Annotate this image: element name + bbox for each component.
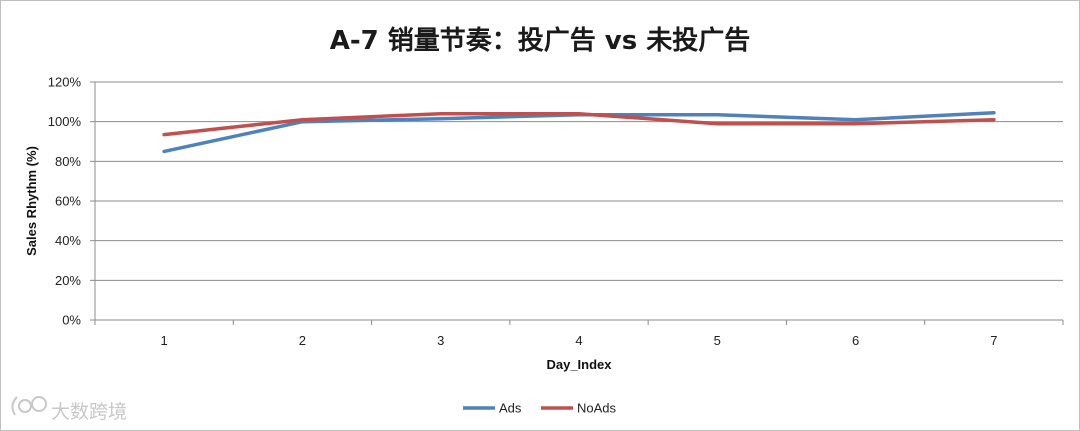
- y-tick-label: 80%: [55, 154, 81, 169]
- y-tick-label: 20%: [55, 273, 81, 288]
- x-tick-label: 3: [437, 333, 444, 348]
- x-tick-label: 6: [852, 333, 859, 348]
- gridlines: [95, 81, 1063, 321]
- x-tick-label: 4: [575, 333, 582, 348]
- legend-label-ads: Ads: [499, 401, 522, 416]
- axes: 0% 20% 40% 60% 80% 100% 120% 1 2 3 4 5 6 7: [48, 75, 1064, 348]
- series-line-noads: [162, 111, 996, 137]
- y-tick-label: 100%: [48, 114, 82, 129]
- x-tick-label: 2: [299, 333, 306, 348]
- series-line-ads: [162, 110, 996, 154]
- watermark-logo-icon: [11, 396, 47, 416]
- legend-label-noads: NoAds: [577, 401, 617, 416]
- series-lines: [162, 110, 996, 154]
- y-tick-label: 60%: [55, 194, 81, 209]
- x-tick-label: 1: [161, 333, 168, 348]
- chart-title: A-7 销量节奏：投广告 vs 未投广告: [330, 26, 751, 56]
- watermark: 大数跨境: [11, 396, 127, 423]
- watermark-text: 大数跨境: [51, 401, 127, 423]
- y-tick-label: 0%: [62, 313, 81, 328]
- x-tick-label: 5: [714, 333, 721, 348]
- x-axis-title: Day_Index: [546, 357, 612, 372]
- y-axis-title: Sales Rhythm (%): [24, 146, 39, 256]
- legend: Ads NoAds: [463, 401, 617, 416]
- y-tick-label: 120%: [48, 75, 82, 90]
- y-tick-label: 40%: [55, 233, 81, 248]
- x-tick-label: 7: [990, 333, 997, 348]
